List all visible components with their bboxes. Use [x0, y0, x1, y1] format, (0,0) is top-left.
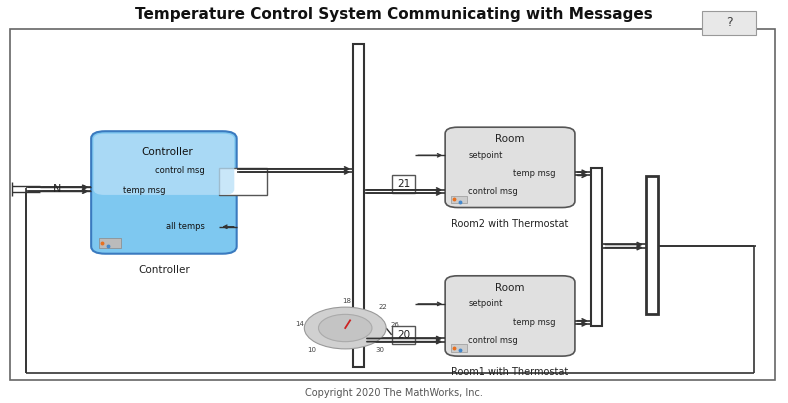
Text: 20: 20: [397, 330, 410, 340]
FancyBboxPatch shape: [91, 131, 236, 254]
Text: temp msg: temp msg: [513, 318, 556, 327]
Text: setpoint: setpoint: [469, 299, 503, 308]
Bar: [392, 175, 415, 193]
Text: Copyright 2020 The MathWorks, Inc.: Copyright 2020 The MathWorks, Inc.: [305, 388, 483, 399]
Bar: [219, 168, 266, 195]
Text: Room: Room: [496, 134, 525, 144]
Text: ?: ?: [726, 16, 732, 29]
Text: 21: 21: [397, 179, 410, 189]
Text: 10: 10: [307, 347, 316, 353]
Text: 14: 14: [296, 321, 304, 327]
Bar: [451, 345, 467, 352]
Text: Controller: Controller: [141, 147, 193, 157]
FancyBboxPatch shape: [94, 134, 234, 195]
Text: setpoint: setpoint: [469, 151, 503, 160]
Text: N: N: [53, 184, 61, 194]
Text: 22: 22: [378, 304, 388, 310]
Text: Temperature Control System Communicating with Messages: Temperature Control System Communicating…: [135, 7, 653, 22]
Bar: [702, 11, 756, 35]
Text: control msg: control msg: [469, 336, 519, 345]
Text: 18: 18: [342, 298, 351, 304]
Bar: [392, 326, 415, 344]
Circle shape: [318, 314, 372, 342]
Bar: [353, 44, 364, 367]
Text: temp msg: temp msg: [123, 185, 165, 195]
Circle shape: [304, 307, 386, 349]
Text: Room1 with Thermostat: Room1 with Thermostat: [452, 367, 569, 377]
Text: all temps: all temps: [165, 222, 205, 231]
Bar: [591, 168, 603, 326]
Text: Room2 with Thermostat: Room2 with Thermostat: [452, 218, 569, 229]
FancyBboxPatch shape: [445, 127, 575, 208]
FancyBboxPatch shape: [445, 276, 575, 356]
Bar: [10, 29, 775, 380]
Text: temp msg: temp msg: [513, 169, 556, 178]
Text: 26: 26: [390, 322, 400, 328]
Bar: [451, 196, 467, 203]
Text: control msg: control msg: [469, 187, 519, 196]
Text: 30: 30: [375, 347, 385, 353]
Bar: [99, 238, 121, 248]
Bar: [645, 176, 657, 314]
Text: Controller: Controller: [138, 265, 190, 275]
Text: control msg: control msg: [155, 166, 205, 175]
Text: Room: Room: [496, 283, 525, 293]
